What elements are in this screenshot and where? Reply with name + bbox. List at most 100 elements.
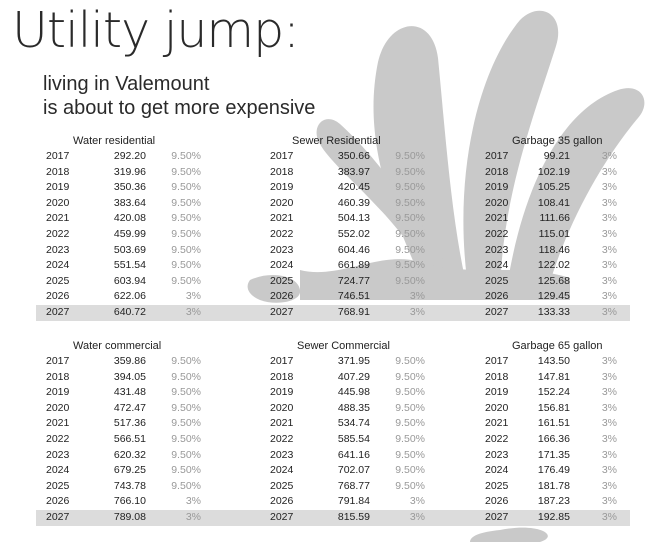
amount-cell: 111.66 — [539, 212, 570, 225]
year-cell: 2022 — [270, 227, 294, 240]
subtitle-line-1: living in Valemount — [43, 73, 210, 95]
year-cell: 2027 — [270, 510, 294, 523]
amount-cell: 585.54 — [337, 432, 370, 445]
year-cell: 2026 — [270, 290, 294, 303]
year-cell: 2017 — [46, 355, 70, 367]
table-row: 2024 551.54 9.50% — [36, 258, 266, 274]
amount-cell: 517.36 — [113, 417, 146, 430]
year-cell: 2022 — [270, 432, 294, 445]
year-cell: 2027 — [270, 305, 294, 318]
table-row: 2027 815.59 3% — [260, 509, 490, 526]
table-row: 2020 460.39 9.50% — [260, 196, 490, 212]
subtitle-line-2: is about to get more expensive — [43, 97, 316, 119]
year-cell: 2019 — [46, 181, 70, 194]
table-row: 2018 407.29 9.50% — [260, 370, 490, 386]
table-row: 2026 766.10 3% — [36, 494, 266, 510]
rate-cell: 9.50% — [395, 432, 425, 445]
year-cell: 2027 — [46, 510, 70, 523]
amount-cell: 102.19 — [537, 165, 570, 178]
rate-cell: 9.50% — [171, 196, 201, 209]
table-row: 2017 359.86 9.50% — [36, 354, 266, 370]
rate-cell: 9.50% — [395, 196, 425, 209]
rate-cell: 9.50% — [171, 181, 201, 194]
table-row: 2017 99.21 3% — [475, 149, 630, 165]
table-rows: 2017 292.20 9.50% 2018 319.96 9.50% 2019 350.36… — [36, 149, 266, 321]
amount-cell: 147.81 — [537, 370, 570, 383]
amount-cell: 166.36 — [537, 432, 570, 445]
subtitle: living in Valemount is about to get more… — [43, 72, 315, 120]
amount-cell: 420.45 — [337, 181, 370, 194]
amount-cell: 472.47 — [113, 401, 146, 414]
table-row: 2017 292.20 9.50% — [36, 149, 266, 165]
table-row: 2022 566.51 9.50% — [36, 432, 266, 448]
amount-cell: 445.98 — [337, 386, 370, 399]
rate-cell: 9.50% — [171, 417, 201, 430]
amount-cell: 620.32 — [113, 448, 146, 461]
rate-cell: 9.50% — [395, 370, 425, 383]
year-cell: 2023 — [270, 243, 294, 256]
year-cell: 2020 — [46, 401, 70, 414]
amount-cell: 503.69 — [113, 243, 146, 256]
amount-cell: 108.41 — [537, 196, 570, 209]
rate-cell: 9.50% — [171, 165, 201, 178]
year-cell: 2024 — [270, 259, 294, 272]
amount-cell: 746.51 — [337, 290, 370, 303]
rate-cell: 3% — [601, 401, 617, 414]
year-cell: 2026 — [46, 290, 70, 303]
rate-cell: 9.50% — [171, 448, 201, 461]
table-row: 2025 724.77 9.50% — [260, 274, 490, 290]
amount-cell: 171.35 — [537, 448, 570, 461]
table-garbage-35-gallon: Garbage 35 gallon 2017 99.21 3% 2018 102.19 3… — [475, 133, 630, 321]
year-cell: 2025 — [46, 479, 70, 492]
amount-cell: 319.96 — [113, 165, 146, 178]
table-row: 2021 111.66 3% — [475, 211, 630, 227]
amount-cell: 534.74 — [337, 417, 370, 430]
amount-cell: 143.50 — [537, 355, 570, 367]
table-row: 2022 552.02 9.50% — [260, 227, 490, 243]
table-row: 2023 641.16 9.50% — [260, 448, 490, 464]
table-row: 2023 620.32 9.50% — [36, 448, 266, 464]
rate-cell: 3% — [409, 510, 425, 523]
table-row: 2022 585.54 9.50% — [260, 432, 490, 448]
year-cell: 2025 — [46, 274, 70, 287]
year-cell: 2019 — [485, 386, 509, 399]
table-row: 2019 445.98 9.50% — [260, 385, 490, 401]
table-row: 2021 517.36 9.50% — [36, 416, 266, 432]
table-heading: Water residential — [73, 135, 156, 147]
year-cell: 2024 — [270, 464, 294, 477]
rate-cell: 9.50% — [171, 432, 201, 445]
table-heading: Garbage 65 gallon — [512, 340, 603, 352]
rate-cell: 3% — [601, 181, 617, 194]
rate-cell: 3% — [601, 386, 617, 399]
year-cell: 2024 — [46, 259, 70, 272]
amount-cell: 359.86 — [113, 355, 146, 367]
rate-cell: 3% — [601, 212, 617, 225]
rate-cell: 3% — [601, 510, 617, 523]
table-row: 2021 504.13 9.50% — [260, 211, 490, 227]
rate-cell: 3% — [409, 290, 425, 303]
amount-cell: 122.02 — [537, 259, 570, 272]
amount-cell: 350.66 — [337, 150, 370, 162]
year-cell: 2018 — [270, 370, 294, 383]
rate-cell: 3% — [601, 417, 617, 430]
rate-cell: 9.50% — [395, 243, 425, 256]
year-cell: 2022 — [485, 432, 509, 445]
rate-cell: 9.50% — [171, 212, 201, 225]
amount-cell: 192.85 — [537, 510, 570, 523]
year-cell: 2023 — [46, 243, 70, 256]
table-row: 2027 133.33 3% — [475, 304, 630, 321]
year-cell: 2019 — [46, 386, 70, 399]
rate-cell: 9.50% — [171, 150, 201, 162]
year-cell: 2024 — [485, 259, 509, 272]
amount-cell: 407.29 — [337, 370, 370, 383]
table-row: 2024 122.02 3% — [475, 258, 630, 274]
year-cell: 2017 — [270, 355, 294, 367]
amount-cell: 431.48 — [113, 386, 146, 399]
rate-cell: 3% — [185, 305, 201, 318]
year-cell: 2020 — [485, 196, 509, 209]
rate-cell: 3% — [601, 355, 617, 367]
table-row: 2019 350.36 9.50% — [36, 180, 266, 196]
amount-cell: 640.72 — [113, 305, 146, 318]
year-cell: 2025 — [270, 274, 294, 287]
table-heading: Sewer Commercial — [297, 340, 390, 352]
